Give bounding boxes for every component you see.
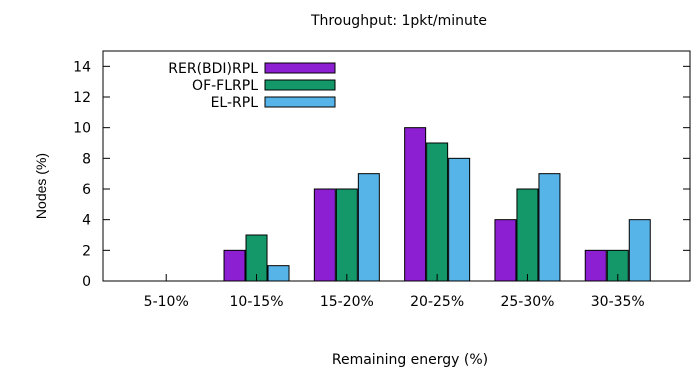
y-tick-label: 4 — [82, 213, 91, 229]
bar-el-rpl — [628, 219, 651, 282]
x-tick-label: 30-35% — [591, 294, 645, 310]
plot-frame-group — [102, 50, 691, 282]
x-axis: 5-10% 10-15% 15-20% 20-25% 25-30% 30-35% — [144, 274, 645, 310]
legend-label: RER(BDI)RPL — [168, 61, 258, 77]
y-tick-label: 0 — [82, 274, 91, 290]
bar-of-flrpl — [335, 188, 358, 282]
bars — [223, 127, 651, 282]
y-tick-label: 2 — [82, 243, 91, 259]
bar-el-rpl — [448, 157, 471, 282]
bar-of-flrpl — [426, 142, 449, 282]
y-tick-label: 12 — [73, 90, 91, 106]
x-axis-label: Remaining energy (%) — [332, 352, 488, 368]
bar-rer-bdi-rpl — [584, 249, 607, 282]
legend-swatch — [264, 62, 336, 74]
legend-label: OF-FLRPL — [192, 78, 258, 94]
bar-el-rpl — [357, 173, 380, 282]
bar-of-flrpl — [516, 188, 539, 282]
y-axis-label: Nodes (%) — [33, 153, 49, 219]
legend-label: EL-RPL — [211, 95, 259, 111]
y-tick-label: 14 — [73, 59, 91, 75]
x-tick-label: 15-20% — [320, 294, 374, 310]
chart-title: Throughput: 1pkt/minute — [310, 13, 487, 29]
x-tick-label: 25-30% — [500, 294, 554, 310]
legend-swatch — [264, 79, 336, 91]
plot-frame — [102, 50, 691, 282]
x-tick-label: 5-10% — [144, 294, 189, 310]
bar-el-rpl — [267, 265, 290, 282]
bar-el-rpl — [538, 173, 561, 282]
y-axis: 0 2 4 6 8 10 12 14 — [73, 59, 690, 290]
y-tick-label: 10 — [73, 121, 91, 137]
bar-rer-bdi-rpl — [223, 249, 246, 282]
x-tick-label: 10-15% — [230, 294, 284, 310]
bar-rer-bdi-rpl — [404, 127, 427, 282]
bar-rer-bdi-rpl — [494, 219, 517, 282]
bar-rer-bdi-rpl — [313, 188, 336, 282]
y-tick-label: 8 — [82, 151, 91, 167]
x-tick-label: 20-25% — [410, 294, 464, 310]
legend-swatch — [264, 96, 336, 108]
y-tick-label: 6 — [82, 182, 91, 198]
